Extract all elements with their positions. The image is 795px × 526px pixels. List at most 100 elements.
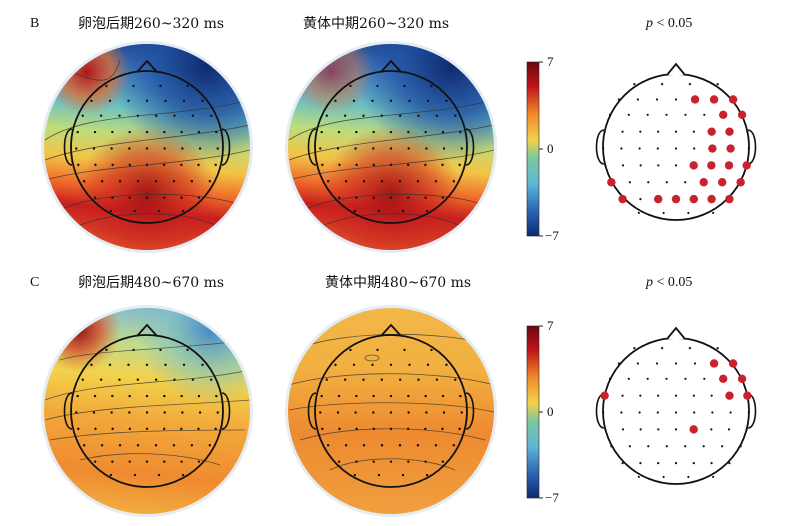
head-c-left-electrode	[110, 411, 113, 414]
head-b-mid-electrode	[441, 130, 445, 134]
head-c-mid-electrode	[355, 460, 358, 463]
head-c-left-electrode	[210, 378, 213, 381]
sig-map-c-electrode	[636, 362, 640, 365]
head-c-left-electrode	[94, 427, 97, 431]
head-b-left-electrode	[136, 180, 140, 183]
head-c-mid-electrode	[372, 427, 376, 431]
head-b-left-electrode	[82, 180, 86, 183]
sig-map-b-significant-electrode	[737, 110, 747, 120]
head-b-mid-electrode	[353, 209, 357, 213]
sig-map-c-electrode	[621, 428, 625, 431]
head-b-left-electrode	[111, 130, 114, 134]
head-c-mid-electrode	[380, 378, 384, 381]
head-b-mid-ear-left	[307, 128, 317, 166]
sig-map-c-electrode	[727, 428, 731, 431]
head-c-mid-ear-left	[307, 392, 317, 430]
head-c-mid-electrode	[337, 394, 341, 398]
head-b-mid-electrode	[441, 196, 445, 199]
head-c-left-electrode	[172, 444, 176, 447]
head-b-mid-electrode	[343, 114, 347, 117]
head-c-mid-electrode	[459, 394, 462, 398]
head-b-mid-electrode	[337, 196, 341, 199]
head-c-left-electrode	[190, 444, 194, 447]
head-b-left-nose	[136, 59, 158, 73]
head-c-mid-electrode	[344, 444, 348, 447]
sig-map-c-electrode	[710, 462, 713, 465]
sig-map-c-electrode	[639, 428, 642, 431]
head-c-mid-electrode	[407, 394, 410, 398]
sig-map-c-electrode	[665, 445, 668, 448]
head-b-mid-electrode	[425, 147, 428, 150]
head-b-mid-electrode	[425, 209, 429, 213]
head-c-mid-electrode	[424, 394, 427, 398]
sig-map-b-electrode	[647, 181, 650, 184]
head-c-left-electrode	[163, 411, 166, 414]
sig-map-b-significant-electrode	[699, 178, 708, 187]
sig-map-b-electrode	[716, 83, 719, 86]
head-b-mid-electrode	[362, 180, 366, 183]
sig-map-b-electrode	[674, 130, 678, 133]
sig-map-c-electrode	[674, 411, 678, 414]
sig-map-b-significant-electrode	[725, 127, 734, 136]
sig-map-b-electrode	[657, 130, 660, 133]
head-b-left-ear-left	[63, 128, 73, 166]
head-c-left-electrode	[181, 411, 184, 414]
head-c-mid-ear-right	[465, 392, 475, 430]
sig-map-b-significant-electrode	[728, 95, 738, 104]
sig-map-c-electrode	[662, 475, 665, 479]
head-b-left-electrode	[94, 163, 97, 167]
head-b-mid-electrode	[321, 163, 324, 167]
sig-map-c-significant-electrode	[728, 359, 738, 368]
head-b-mid-electrode	[407, 196, 410, 199]
sig-map-b-electrode	[688, 83, 691, 86]
head-b-left-electrode	[111, 196, 114, 199]
head-b-mid-electrode	[376, 84, 379, 88]
head-b-left-outline	[70, 70, 224, 224]
sig-map-b-electrode	[746, 130, 749, 133]
head-c-mid-electrode	[326, 444, 330, 447]
sig-map-b-electrode	[684, 113, 687, 116]
head-c-mid-electrode	[372, 411, 375, 414]
panel-b-title-mid: 黄体中期260~320 ms	[303, 16, 450, 32]
sig-map-b-significant-electrode	[689, 194, 698, 204]
head-b-left-electrode	[157, 209, 161, 213]
sig-map-b-electrode	[639, 164, 642, 167]
head-c-left-electrode	[111, 427, 114, 431]
head-b-left-electrode	[128, 196, 131, 199]
sig-map-c-electrode	[684, 445, 687, 448]
head-b-left-electrode	[145, 99, 149, 103]
head-b-mid-electrode	[352, 99, 356, 103]
head-c-left-electrode	[76, 394, 79, 398]
head-c-mid-electrode	[424, 427, 427, 431]
head-c-mid-electrode	[353, 473, 357, 477]
head-b-mid-electrode	[434, 180, 438, 183]
head-c-mid-electrode	[362, 444, 366, 447]
head-c-left-electrode	[180, 427, 183, 431]
head-b-left-electrode	[92, 147, 96, 150]
head-c-left-electrode	[128, 411, 131, 414]
sig-map-c-electrode	[712, 475, 715, 479]
colorbar-c-min: −7	[545, 490, 559, 505]
head-b-mid-electrode	[389, 99, 393, 103]
head-c-left-electrode	[136, 378, 140, 381]
sig-map-c-electrode	[674, 394, 678, 397]
head-c-mid-electrode	[355, 427, 358, 431]
head-b-mid-electrode	[344, 180, 348, 183]
head-b-mid-electrode	[371, 99, 374, 103]
sig-map-b-electrode	[627, 113, 630, 116]
head-c-mid-electrode	[338, 427, 341, 431]
head-b-mid-electrode	[337, 130, 341, 134]
head-c-mid-electrode	[398, 378, 402, 381]
head-b-left-electrode	[111, 163, 114, 167]
sig-map-b-electrode	[693, 147, 696, 150]
head-b-mid-electrode	[325, 114, 328, 117]
head-c-left-electrode	[180, 394, 183, 398]
head-b-left-electrode	[162, 163, 166, 167]
head-b-mid-electrode	[408, 99, 411, 103]
head-b-mid-electrode	[389, 163, 393, 167]
head-c-left-electrode	[93, 460, 97, 463]
head-b-mid-electrode	[372, 147, 375, 150]
sig-map-b-significant-electrode	[709, 95, 719, 104]
head-c-mid-electrode	[406, 427, 410, 431]
head-b-mid-electrode	[354, 147, 357, 150]
